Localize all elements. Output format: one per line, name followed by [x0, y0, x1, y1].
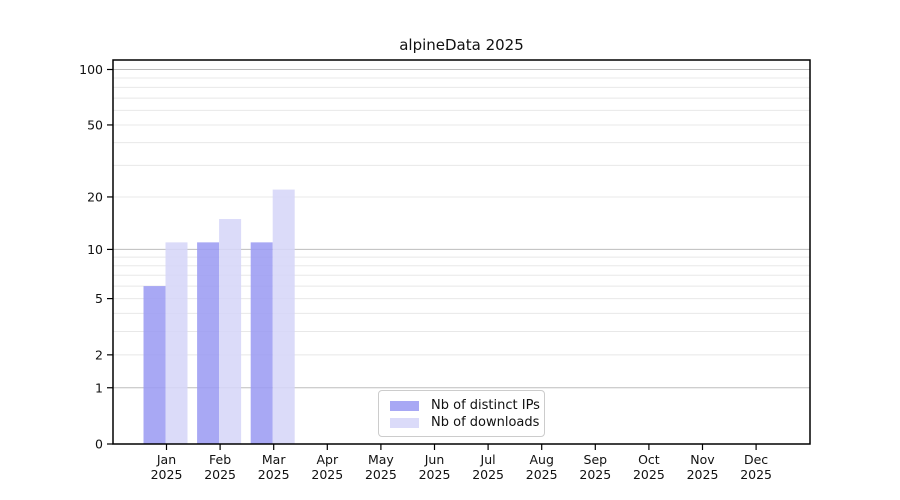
x-tick-label-year-mar: 2025: [258, 467, 290, 482]
bar-distinct-ips-mar: [250, 242, 273, 444]
y-tick-label-10: 10: [87, 242, 103, 257]
bar-distinct-ips-feb: [197, 242, 220, 444]
x-tick-label-year-jun: 2025: [419, 467, 451, 482]
x-tick-label-month-nov: Nov: [690, 452, 715, 467]
x-tick-label-month-jan: Jan: [156, 452, 176, 467]
x-tick-label-month-apr: Apr: [316, 452, 338, 467]
y-tick-label-20: 20: [87, 189, 103, 204]
x-tick-label-year-jan: 2025: [151, 467, 183, 482]
y-tick-label-50: 50: [87, 117, 103, 132]
legend-label-downloads: Nb of downloads: [431, 415, 540, 430]
legend-item-distinct-ips: Nb of distinct IPs: [390, 397, 544, 414]
y-tick-label-5: 5: [95, 291, 103, 306]
x-tick-label-month-jun: Jun: [424, 452, 445, 467]
bar-distinct-ips-jan: [143, 286, 166, 444]
x-tick-label-year-aug: 2025: [526, 467, 558, 482]
bar-downloads-jan: [165, 242, 188, 444]
x-tick-label-year-apr: 2025: [311, 467, 343, 482]
x-tick-label-year-oct: 2025: [633, 467, 665, 482]
x-tick-label-year-nov: 2025: [687, 467, 719, 482]
x-tick-label-year-may: 2025: [365, 467, 397, 482]
y-tick-label-100: 100: [79, 62, 103, 77]
x-tick-label-year-feb: 2025: [204, 467, 236, 482]
x-tick-label-month-aug: Aug: [529, 452, 553, 467]
bar-downloads-feb: [219, 219, 242, 444]
x-tick-label-month-sep: Sep: [584, 452, 608, 467]
plot-border: [112, 59, 811, 445]
x-tick-label-year-jul: 2025: [472, 467, 504, 482]
legend-label-distinct-ips: Nb of distinct IPs: [431, 398, 540, 413]
x-tick-label-month-dec: Dec: [744, 452, 768, 467]
y-tick-label-2: 2: [95, 347, 103, 362]
legend: Nb of distinct IPs Nb of downloads: [378, 390, 545, 437]
x-tick-label-month-may: May: [368, 452, 394, 467]
y-tick-label-0: 0: [95, 437, 103, 452]
x-tick-label-month-oct: Oct: [638, 452, 660, 467]
chart-title: alpineData 2025: [399, 36, 524, 54]
x-tick-label-year-dec: 2025: [740, 467, 772, 482]
x-tick-label-year-sep: 2025: [579, 467, 611, 482]
legend-item-downloads: Nb of downloads: [390, 414, 544, 431]
x-tick-label-month-feb: Feb: [209, 452, 231, 467]
y-tick-label-1: 1: [95, 380, 103, 395]
legend-swatch-distinct-ips: [390, 400, 419, 411]
x-tick-label-month-jul: Jul: [480, 452, 496, 467]
bar-downloads-mar: [272, 189, 295, 444]
legend-swatch-downloads: [390, 417, 419, 428]
x-tick-label-month-mar: Mar: [262, 452, 286, 467]
